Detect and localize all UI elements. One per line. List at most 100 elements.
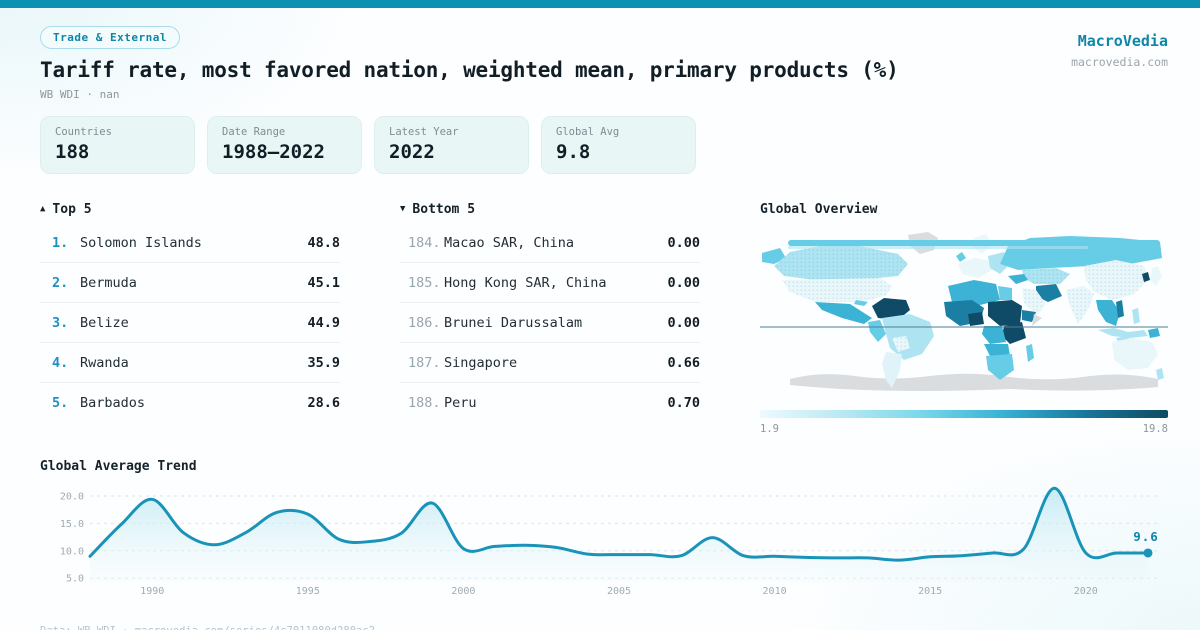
map-region-china <box>1084 260 1148 300</box>
stat-card-global-avg: Global Avg 9.8 <box>541 116 696 174</box>
stat-value: 2022 <box>389 141 435 163</box>
dashboard-card: Trade & External Tariff rate, most favor… <box>0 8 1200 630</box>
page-title: Tariff rate, most favored nation, weight… <box>40 58 899 82</box>
bottom5-heading-label: Bottom 5 <box>412 202 476 217</box>
list-item: 186. Brunei Darussalam 0.00 <box>400 303 700 343</box>
map-region-nigeria-cameroon <box>968 312 984 326</box>
map-region-alaska <box>762 248 786 264</box>
map-region-philippines <box>1132 308 1140 324</box>
top5-list: 1. Solomon Islands 48.8 2. Bermuda 45.1 … <box>40 223 340 423</box>
map-region-central-asia <box>1022 268 1070 284</box>
map-region-australia <box>1112 338 1158 370</box>
country-name: Singapore <box>444 354 518 371</box>
country-name: Belize <box>80 314 129 331</box>
list-item: 1. Solomon Islands 48.8 <box>40 223 340 263</box>
stat-label: Date Range <box>222 126 286 138</box>
map-region-egypt <box>998 286 1012 300</box>
country-name: Barbados <box>80 395 146 411</box>
trend-area <box>88 486 1150 582</box>
rank-number: 3. <box>52 314 69 331</box>
source-footer: Data: WB WDI · macrovedia.com/series/4c7… <box>40 625 1168 630</box>
country-value: 44.9 <box>307 314 340 331</box>
stats-row: Countries 188 Date Range 1988—2022 Lates… <box>40 116 1168 174</box>
map-region-peru <box>868 320 886 342</box>
svg-text:10.0: 10.0 <box>60 546 84 557</box>
country-name: Macao SAR, China <box>444 234 575 251</box>
map-region-ethiopia <box>1022 310 1036 322</box>
stat-label: Latest Year <box>389 126 459 138</box>
map-title: Global Overview <box>760 202 878 217</box>
country-value: 0.00 <box>667 314 700 331</box>
brand-domain: macrovedia.com <box>1071 55 1168 69</box>
stat-card-latest-year: Latest Year 2022 <box>374 116 529 174</box>
map-region-colombia-venezuela <box>872 298 910 320</box>
map-region-argentina-chile <box>882 352 902 388</box>
brand-name: MacroVedia <box>1077 32 1168 50</box>
triangle-up-icon: ▲ <box>40 203 46 214</box>
svg-text:2005: 2005 <box>607 586 631 597</box>
trend-chart-svg: 20.0 15.0 10.0 5.0 1990 1995 2000 2005 2010 2015 2… <box>60 486 1158 598</box>
country-name: Brunei Darussalam <box>444 314 583 331</box>
trend-end-marker: 9.6 <box>1133 529 1158 558</box>
rank-number: 1. <box>52 234 69 251</box>
country-value: 0.00 <box>667 234 700 251</box>
map-color-scale <box>760 410 1168 418</box>
brand-block: MacroVedia macrovedia.com <box>1071 26 1168 69</box>
map-region-madagascar <box>1026 344 1034 362</box>
map-region-saudi-arabia <box>1022 288 1046 314</box>
map-region-angola-zambia <box>984 344 1010 356</box>
list-item: 185. Hong Kong SAR, China 0.00 <box>400 263 700 303</box>
map-region-caribbean <box>854 300 868 306</box>
map-region-southern-africa <box>986 354 1014 380</box>
map-region-united-kingdom <box>956 252 966 262</box>
svg-text:2000: 2000 <box>451 586 475 597</box>
map-region-bolivia <box>892 336 910 352</box>
trend-axis-labels: 20.0 15.0 10.0 5.0 1990 1995 2000 2005 2010 2015 2… <box>60 492 1098 598</box>
top5-heading-label: Top 5 <box>52 202 92 217</box>
svg-text:2020: 2020 <box>1074 586 1098 597</box>
main-row: ▲ Top 5 1. Solomon Islands 48.8 2. Bermu… <box>40 202 1168 435</box>
map-region-south-korea <box>1142 272 1150 282</box>
list-item: 188. Peru 0.70 <box>400 383 700 423</box>
rank-number: 5. <box>52 395 69 411</box>
top5-section: ▲ Top 5 1. Solomon Islands 48.8 2. Bermu… <box>40 202 340 435</box>
map-region-iran <box>1036 284 1062 302</box>
stat-value: 1988—2022 <box>222 141 325 163</box>
stat-label: Global Avg <box>556 126 620 138</box>
map-region-usa <box>782 278 892 302</box>
country-value: 48.8 <box>307 234 340 251</box>
map-region-somalia <box>1032 314 1042 326</box>
list-item: 5. Barbados 28.6 <box>40 383 340 423</box>
global-average-trend-section: Global Average Trend 20.0 15.0 10.0 5.0 1990… <box>40 459 1168 609</box>
rank-number: 184. <box>408 234 441 251</box>
svg-text:1990: 1990 <box>140 586 164 597</box>
list-item: 3. Belize 44.9 <box>40 303 340 343</box>
map-region-turkey <box>1008 274 1028 284</box>
map-region-canada <box>774 246 908 280</box>
country-value: 28.6 <box>307 395 340 411</box>
map-arctic-band <box>788 240 1160 246</box>
country-value: 0.00 <box>667 274 700 291</box>
map-region-chad-sudan <box>988 300 1022 326</box>
svg-text:15.0: 15.0 <box>60 519 84 530</box>
list-item: 2. Bermuda 45.1 <box>40 263 340 303</box>
rank-number: 4. <box>52 354 69 371</box>
rank-number: 2. <box>52 274 69 291</box>
stat-value: 9.8 <box>556 141 591 163</box>
map-region-papua <box>1148 328 1160 338</box>
map-region-antarctica <box>790 373 1158 391</box>
svg-text:2015: 2015 <box>918 586 942 597</box>
stat-label: Countries <box>55 126 112 138</box>
country-value: 35.9 <box>307 354 340 371</box>
top-accent-bar <box>0 0 1200 8</box>
page-subtitle: WB WDI · nan <box>40 88 120 101</box>
list-item: 187. Singapore 0.66 <box>400 343 700 383</box>
map-region-mexico-central-america <box>815 302 872 324</box>
map-region-india <box>1066 286 1094 324</box>
bottom5-heading: ▼ Bottom 5 <box>400 202 700 217</box>
map-scale-labels: 1.9 19.8 <box>760 423 1168 435</box>
list-item: 184. Macao SAR, China 0.00 <box>400 223 700 263</box>
world-choropleth-map: 1.9 19.8 <box>760 229 1168 435</box>
country-name: Solomon Islands <box>80 234 202 251</box>
scale-min-label: 1.9 <box>760 423 779 435</box>
